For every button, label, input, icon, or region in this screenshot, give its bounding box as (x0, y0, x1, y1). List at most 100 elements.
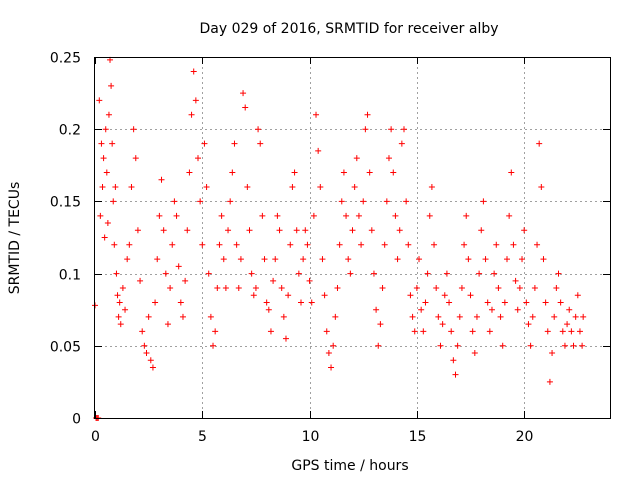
data-point (261, 256, 268, 263)
data-point (401, 126, 407, 133)
data-point (195, 155, 201, 162)
data-point (381, 241, 388, 248)
data-point (435, 313, 442, 320)
data-point (396, 227, 403, 234)
data-point (184, 227, 191, 234)
data-point (546, 378, 553, 385)
data-point (270, 277, 277, 284)
data-point (426, 212, 433, 219)
data-point (111, 241, 118, 248)
data-point (405, 241, 412, 248)
data-point (428, 183, 435, 190)
data-point (190, 68, 197, 75)
data-point (308, 299, 315, 306)
data-point (368, 227, 375, 234)
data-point (122, 306, 129, 313)
y-axis: 0 0.05 0.1 0.15 0.2 0.25 (50, 51, 610, 428)
y-axis-title: SRMTID / TECUs (7, 182, 23, 295)
data-point (156, 212, 163, 219)
data-point (529, 313, 536, 320)
data-point (568, 328, 575, 335)
x-tick-label: 10 (302, 429, 320, 445)
data-point (559, 328, 566, 335)
data-point (542, 299, 549, 306)
data-point (255, 126, 262, 133)
data-point (319, 256, 326, 263)
data-point (553, 285, 560, 292)
data-point (112, 183, 119, 190)
data-point (463, 212, 470, 219)
data-point (345, 256, 352, 263)
data-point (175, 263, 182, 270)
data-point (488, 306, 495, 313)
data-point (313, 111, 320, 118)
data-point (330, 342, 337, 349)
data-point (452, 371, 459, 378)
data-point (242, 104, 249, 111)
data-point (248, 270, 255, 277)
data-point (102, 126, 109, 133)
data-point (128, 183, 135, 190)
data-point (443, 270, 450, 277)
data-point (375, 342, 382, 349)
data-point (315, 147, 322, 154)
data-point (293, 227, 300, 234)
data-point (119, 285, 126, 292)
x-tick-label: 20 (516, 429, 534, 445)
data-point (257, 140, 264, 147)
data-point (349, 227, 356, 234)
y-tick-label: 0.15 (50, 195, 81, 211)
grid (95, 57, 610, 418)
data-point (439, 321, 446, 328)
data-point (493, 241, 500, 248)
x-axis-title: GPS time / hours (291, 458, 408, 474)
data-point (201, 140, 208, 147)
data-point (484, 299, 491, 306)
data-point (212, 328, 219, 335)
data-point (113, 270, 120, 277)
data-point (409, 313, 416, 320)
data-point (469, 328, 476, 335)
data-point (471, 350, 478, 357)
x-tick-label: 5 (198, 429, 207, 445)
x-axis: 0 5 10 15 20 (91, 57, 533, 445)
data-point (110, 198, 117, 205)
data-point (182, 277, 189, 284)
data-point (278, 285, 285, 292)
data-point (531, 285, 538, 292)
data-point (510, 241, 517, 248)
data-point (514, 306, 521, 313)
data-point (207, 313, 214, 320)
data-point (497, 313, 504, 320)
data-point (240, 90, 247, 97)
data-point (149, 364, 156, 371)
data-point (413, 285, 420, 292)
data-point (252, 285, 259, 292)
data-point (160, 227, 167, 234)
data-point (287, 241, 294, 248)
data-point (162, 270, 169, 277)
data-point (366, 169, 373, 176)
data-point (343, 212, 350, 219)
data-point (222, 285, 229, 292)
data-point (246, 227, 253, 234)
data-point (210, 342, 217, 349)
data-point (407, 292, 414, 299)
data-point (576, 328, 583, 335)
data-point (267, 328, 274, 335)
data-point (525, 321, 532, 328)
data-point (446, 299, 453, 306)
data-point (370, 270, 377, 277)
plot-frame (94, 57, 611, 419)
data-point (141, 342, 148, 349)
data-point (473, 313, 480, 320)
data-point (132, 155, 139, 162)
data-point (317, 183, 324, 190)
data-point (265, 306, 272, 313)
data-point (295, 270, 302, 277)
data-point (555, 270, 562, 277)
data-point (96, 97, 103, 104)
data-point (145, 313, 152, 320)
data-point (454, 342, 461, 349)
data-point (416, 256, 423, 263)
